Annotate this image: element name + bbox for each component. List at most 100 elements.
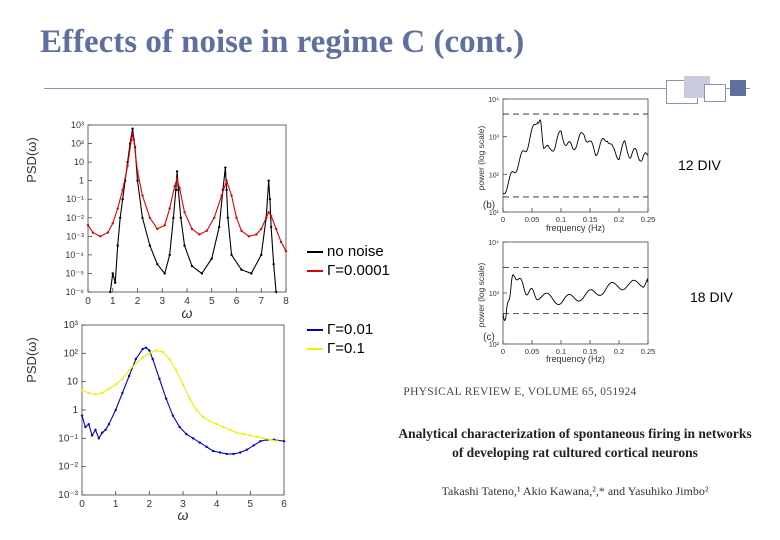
chart-0-series-0-point <box>109 290 112 294</box>
chart-0-series-1-point <box>163 224 166 227</box>
chart-0-series-0-point <box>116 244 119 247</box>
chart-0-series-0-point <box>148 244 152 247</box>
chart-1-series-1-point <box>94 393 97 396</box>
chart-3-ytick-label: 10² <box>489 342 500 349</box>
chart-3-xtick-label: 0.15 <box>583 347 598 356</box>
chart-1-series-1-point <box>121 377 124 381</box>
chart-0-series-1-point <box>269 214 273 218</box>
decorative-square-2 <box>684 76 710 98</box>
chart-1-series-0-point <box>239 451 242 454</box>
chart-0-series-0-point <box>111 272 114 275</box>
chart-1-series-0-point <box>101 431 104 434</box>
chart-3-ylabel: power (log scale) <box>476 262 486 327</box>
chart-0-series-0-point <box>240 268 243 271</box>
chart-0-series-0-point <box>163 272 166 275</box>
chart-0-series-1-point <box>116 207 119 210</box>
chart-0-series-1-point <box>220 194 223 197</box>
citation-title: Analytical characterization of spontaneo… <box>370 424 780 462</box>
chart-1-series-0-point <box>225 452 228 456</box>
chart-1-ytick-label: 10² <box>64 348 79 359</box>
label-18-div: 18 DIV <box>690 289 733 305</box>
chart-1-series-0-point <box>114 408 117 412</box>
chart-1-series-1-point <box>148 352 151 355</box>
chart-1-series-0-point <box>252 444 255 447</box>
chart-2-xtick-label: 0.15 <box>583 215 598 224</box>
chart-1-series-1-point <box>188 397 191 400</box>
chart-0-series-1-point <box>156 227 159 231</box>
chart-1-series-1-point <box>80 388 84 392</box>
chart-0-xtick-label: 2 <box>135 296 141 307</box>
chart-1-series-1-point <box>202 415 205 419</box>
title-divider <box>44 88 750 89</box>
chart-1-ytick-label: 10 <box>67 377 79 388</box>
chart-2-xtick-label: 0.1 <box>556 215 566 224</box>
chart-1-series-1-point <box>134 362 138 365</box>
chart-0-series-1-point <box>175 177 179 181</box>
chart-1-xlabel: ω <box>178 507 189 523</box>
legend-label-no-noise: no noise <box>327 243 384 260</box>
chart-0-xtick-label: 3 <box>159 296 165 307</box>
chart-1-series-1-point <box>141 356 144 359</box>
chart-0-series-0-point <box>224 166 227 169</box>
chart-1-series-1-point <box>175 369 178 372</box>
chart-0-series-0-point <box>114 281 117 284</box>
chart-0-series-1-point <box>148 216 152 219</box>
chart-2-xtick-label: 0.2 <box>614 215 624 224</box>
chart-1-series-1-point <box>235 431 239 434</box>
chart-1-series-1-point <box>228 428 232 432</box>
chart-1-ylabel: PSD(ω) <box>24 337 39 383</box>
chart-0-series-1-point <box>183 211 186 214</box>
chart-0-series-0-point <box>136 179 139 182</box>
legend-gamma-01: Γ=0.01 <box>307 321 373 338</box>
chart-1-series-1-point <box>161 350 164 354</box>
chart-2-panel-label: (b) <box>483 200 495 211</box>
chart-0-series-0-point <box>141 216 144 219</box>
chart-1-series-0-point <box>121 391 124 395</box>
chart-0-series-1-point <box>225 179 228 182</box>
chart-1-series-1-point <box>107 387 111 390</box>
chart-2-xtick-label: 0.25 <box>641 215 656 224</box>
chart-0-series-1-point <box>247 235 251 238</box>
chart-1-series-0-point <box>259 439 262 443</box>
chart-0-ytick-label: 10⁻¹ <box>66 194 84 204</box>
chart-3-panel-label: (c) <box>483 332 495 343</box>
chart-0-series-1-point <box>267 211 270 214</box>
chart-0-series-1-point <box>274 227 278 231</box>
chart-0-series-0-point <box>175 170 179 173</box>
legend-label-gamma-0001: Γ=0.0001 <box>327 262 390 279</box>
chart-1-series-1-point <box>215 422 218 426</box>
chart-2-frame <box>502 98 649 213</box>
chart-2-ytick-label: 10² <box>489 172 500 179</box>
chart-1-series-0-point <box>141 347 144 351</box>
chart-3-xlabel: frequency (Hz) <box>546 354 605 364</box>
chart-1-series-0-point <box>127 374 131 378</box>
chart-1-series-1-point <box>127 369 131 372</box>
chart-1-series-0-point <box>104 428 107 432</box>
chart-0-series-0-point <box>217 225 221 229</box>
citation-title-line-1: Analytical characterization of spontaneo… <box>398 426 752 441</box>
chart-1-series-1-point <box>276 439 279 443</box>
chart-0-series-0-point <box>210 257 213 260</box>
chart-1-series-1-point <box>114 383 117 386</box>
chart-0-xtick-label: 4 <box>184 296 190 307</box>
chart-0-ytick-label: 10⁻² <box>66 213 84 223</box>
chart-1-series-1-point <box>101 391 104 395</box>
chart-3-frame <box>502 241 649 345</box>
chart-1-series-1-point <box>154 349 158 352</box>
chart-1-ytick-label: 1 <box>72 405 78 416</box>
chart-1-series-1-point <box>255 435 259 439</box>
legend-label-gamma-01: Γ=0.01 <box>327 321 374 338</box>
chart-0-xtick-label: 5 <box>209 296 215 307</box>
legend-swatch-no-noise <box>307 251 323 254</box>
chart-0-series-1-point <box>106 231 110 234</box>
chart-0-series-1-point <box>255 233 258 236</box>
chart-1-ytick-label: 10⁻¹ <box>58 433 78 444</box>
chart-1-ytick-label: 10⁻³ <box>58 490 78 501</box>
chart-0-series-0-point <box>267 179 270 182</box>
chart-3-xtick-label: 0.05 <box>525 347 540 356</box>
chart-1-xtick-label: 4 <box>214 499 220 510</box>
chart-3-xtick-label: 0 <box>501 347 505 356</box>
chart-1-ytick-label: 10⁻² <box>58 462 78 473</box>
slide-title: Effects of noise in regime C (cont.) <box>40 24 525 60</box>
chart-1-series-0-point <box>90 434 94 437</box>
